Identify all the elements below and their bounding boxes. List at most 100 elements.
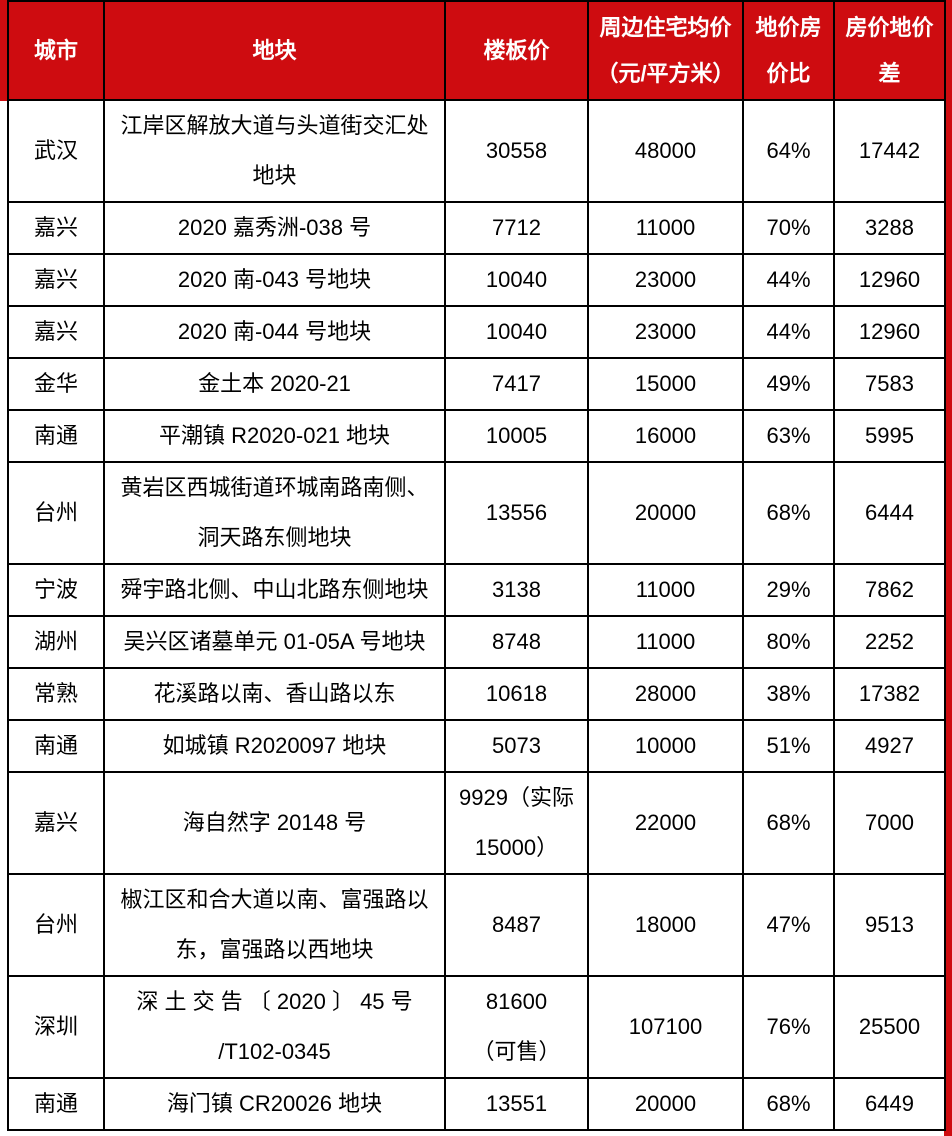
header-cell-city: 城市 — [7, 0, 105, 101]
cell-diff: 6449 — [833, 1077, 946, 1131]
cell-floor_price: 10040 — [444, 253, 589, 307]
header-cell-ratio: 地价房 价比 — [742, 0, 835, 101]
cell-avg_price: 16000 — [587, 409, 744, 463]
cell-parcel: 海自然字 20148 号 — [103, 771, 446, 875]
cell-diff: 17382 — [833, 667, 946, 721]
cell-avg_price: 107100 — [587, 975, 744, 1079]
table-row: 台州 椒江区和合大道以南、富强路以 东，富强路以西地块 8487 18000 47% 95… — [7, 873, 946, 977]
cell-floor_price: 5073 — [444, 719, 589, 773]
cell-diff: 12960 — [833, 305, 946, 359]
cell-avg_price: 15000 — [587, 357, 744, 411]
cell-ratio: 51% — [742, 719, 835, 773]
cell-city: 嘉兴 — [7, 201, 105, 255]
cell-diff: 7000 — [833, 771, 946, 875]
cell-city: 南通 — [7, 719, 105, 773]
cell-parcel: 平潮镇 R2020-021 地块 — [103, 409, 446, 463]
cell-floor_price: 7712 — [444, 201, 589, 255]
cell-floor_price: 10040 — [444, 305, 589, 359]
cell-ratio: 68% — [742, 1077, 835, 1131]
cell-floor_price: 8748 — [444, 615, 589, 669]
table-row: 金华 金土本 2020-21 7417 15000 49% 7583 — [7, 357, 946, 411]
cell-avg_price: 20000 — [587, 1077, 744, 1131]
land-price-table: 城市 地块 楼板价 周边住宅均价 （元/平方米） 地价房 价比 房价地价差 武汉 江岸区解放… — [7, 0, 946, 1131]
cell-diff: 9513 — [833, 873, 946, 977]
cell-diff: 25500 — [833, 975, 946, 1079]
cell-floor_price: 9929（实际 15000） — [444, 771, 589, 875]
cell-diff: 17442 — [833, 99, 946, 203]
cell-ratio: 80% — [742, 615, 835, 669]
cell-city: 嘉兴 — [7, 771, 105, 875]
cell-parcel: 椒江区和合大道以南、富强路以 东，富强路以西地块 — [103, 873, 446, 977]
cell-parcel: 深 土 交 告 〔 2020 〕 45 号 /T102-0345 — [103, 975, 446, 1079]
cell-ratio: 68% — [742, 771, 835, 875]
table-row: 嘉兴 2020 嘉秀洲-038 号 7712 11000 70% 3288 — [7, 201, 946, 255]
cell-parcel: 舜宇路北侧、中山北路东侧地块 — [103, 563, 446, 617]
cell-floor_price: 81600 （可售） — [444, 975, 589, 1079]
cell-ratio: 38% — [742, 667, 835, 721]
cell-floor_price: 7417 — [444, 357, 589, 411]
cell-city: 嘉兴 — [7, 305, 105, 359]
cell-city: 常熟 — [7, 667, 105, 721]
cell-diff: 7862 — [833, 563, 946, 617]
cell-diff: 7583 — [833, 357, 946, 411]
cell-city: 南通 — [7, 409, 105, 463]
cell-parcel: 2020 南-043 号地块 — [103, 253, 446, 307]
cell-city: 台州 — [7, 461, 105, 565]
table-row: 常熟 花溪路以南、香山路以东 10618 28000 38% 17382 — [7, 667, 946, 721]
header-cell-avg_price: 周边住宅均价 （元/平方米） — [587, 0, 744, 101]
cell-parcel: 黄岩区西城街道环城南路南侧、 洞天路东侧地块 — [103, 461, 446, 565]
cell-ratio: 49% — [742, 357, 835, 411]
cell-ratio: 47% — [742, 873, 835, 977]
cell-floor_price: 3138 — [444, 563, 589, 617]
cell-city: 武汉 — [7, 99, 105, 203]
cell-ratio: 70% — [742, 201, 835, 255]
table-row: 嘉兴 2020 南-043 号地块 10040 23000 44% 12960 — [7, 253, 946, 307]
cell-floor_price: 13556 — [444, 461, 589, 565]
cell-ratio: 64% — [742, 99, 835, 203]
cell-avg_price: 28000 — [587, 667, 744, 721]
table-row: 武汉 江岸区解放大道与头道街交汇处 地块 30558 48000 64% 17442 — [7, 99, 946, 203]
cell-city: 嘉兴 — [7, 253, 105, 307]
cell-avg_price: 10000 — [587, 719, 744, 773]
cell-avg_price: 23000 — [587, 253, 744, 307]
cell-parcel: 吴兴区诸墓单元 01-05A 号地块 — [103, 615, 446, 669]
cell-avg_price: 48000 — [587, 99, 744, 203]
cell-ratio: 76% — [742, 975, 835, 1079]
cell-parcel: 2020 嘉秀洲-038 号 — [103, 201, 446, 255]
cell-parcel: 金土本 2020-21 — [103, 357, 446, 411]
cell-diff: 12960 — [833, 253, 946, 307]
cell-ratio: 68% — [742, 461, 835, 565]
cell-city: 深圳 — [7, 975, 105, 1079]
cell-city: 台州 — [7, 873, 105, 977]
table-row: 嘉兴 2020 南-044 号地块 10040 23000 44% 12960 — [7, 305, 946, 359]
cell-diff: 4927 — [833, 719, 946, 773]
table-row: 嘉兴 海自然字 20148 号 9929（实际 15000） 22000 68% 7000 — [7, 771, 946, 875]
cell-city: 湖州 — [7, 615, 105, 669]
header-left-red-patch — [0, 0, 9, 101]
table-header: 城市 地块 楼板价 周边住宅均价 （元/平方米） 地价房 价比 房价地价差 — [7, 0, 946, 101]
cell-diff: 3288 — [833, 201, 946, 255]
cell-ratio: 29% — [742, 563, 835, 617]
right-edge-red-strip — [944, 0, 952, 1136]
cell-avg_price: 22000 — [587, 771, 744, 875]
cell-avg_price: 11000 — [587, 563, 744, 617]
header-row: 城市 地块 楼板价 周边住宅均价 （元/平方米） 地价房 价比 房价地价差 — [7, 0, 946, 101]
cell-city: 金华 — [7, 357, 105, 411]
table-body: 武汉 江岸区解放大道与头道街交汇处 地块 30558 48000 64% 17442 嘉兴 2… — [7, 99, 946, 1131]
cell-parcel: 海门镇 CR20026 地块 — [103, 1077, 446, 1131]
cell-ratio: 44% — [742, 253, 835, 307]
cell-diff: 5995 — [833, 409, 946, 463]
table-row: 宁波 舜宇路北侧、中山北路东侧地块 3138 11000 29% 7862 — [7, 563, 946, 617]
cell-floor_price: 30558 — [444, 99, 589, 203]
header-cell-diff: 房价地价差 — [833, 0, 946, 101]
cell-floor_price: 10005 — [444, 409, 589, 463]
cell-ratio: 63% — [742, 409, 835, 463]
cell-parcel: 江岸区解放大道与头道街交汇处 地块 — [103, 99, 446, 203]
cell-diff: 6444 — [833, 461, 946, 565]
table-row: 南通 平潮镇 R2020-021 地块 10005 16000 63% 5995 — [7, 409, 946, 463]
table-row: 深圳深 土 交 告 〔 2020 〕 45 号 /T102-0345 81600 … — [7, 975, 946, 1079]
cell-city: 宁波 — [7, 563, 105, 617]
table-row: 南通 如城镇 R2020097 地块 5073 10000 51% 4927 — [7, 719, 946, 773]
cell-ratio: 44% — [742, 305, 835, 359]
cell-avg_price: 20000 — [587, 461, 744, 565]
